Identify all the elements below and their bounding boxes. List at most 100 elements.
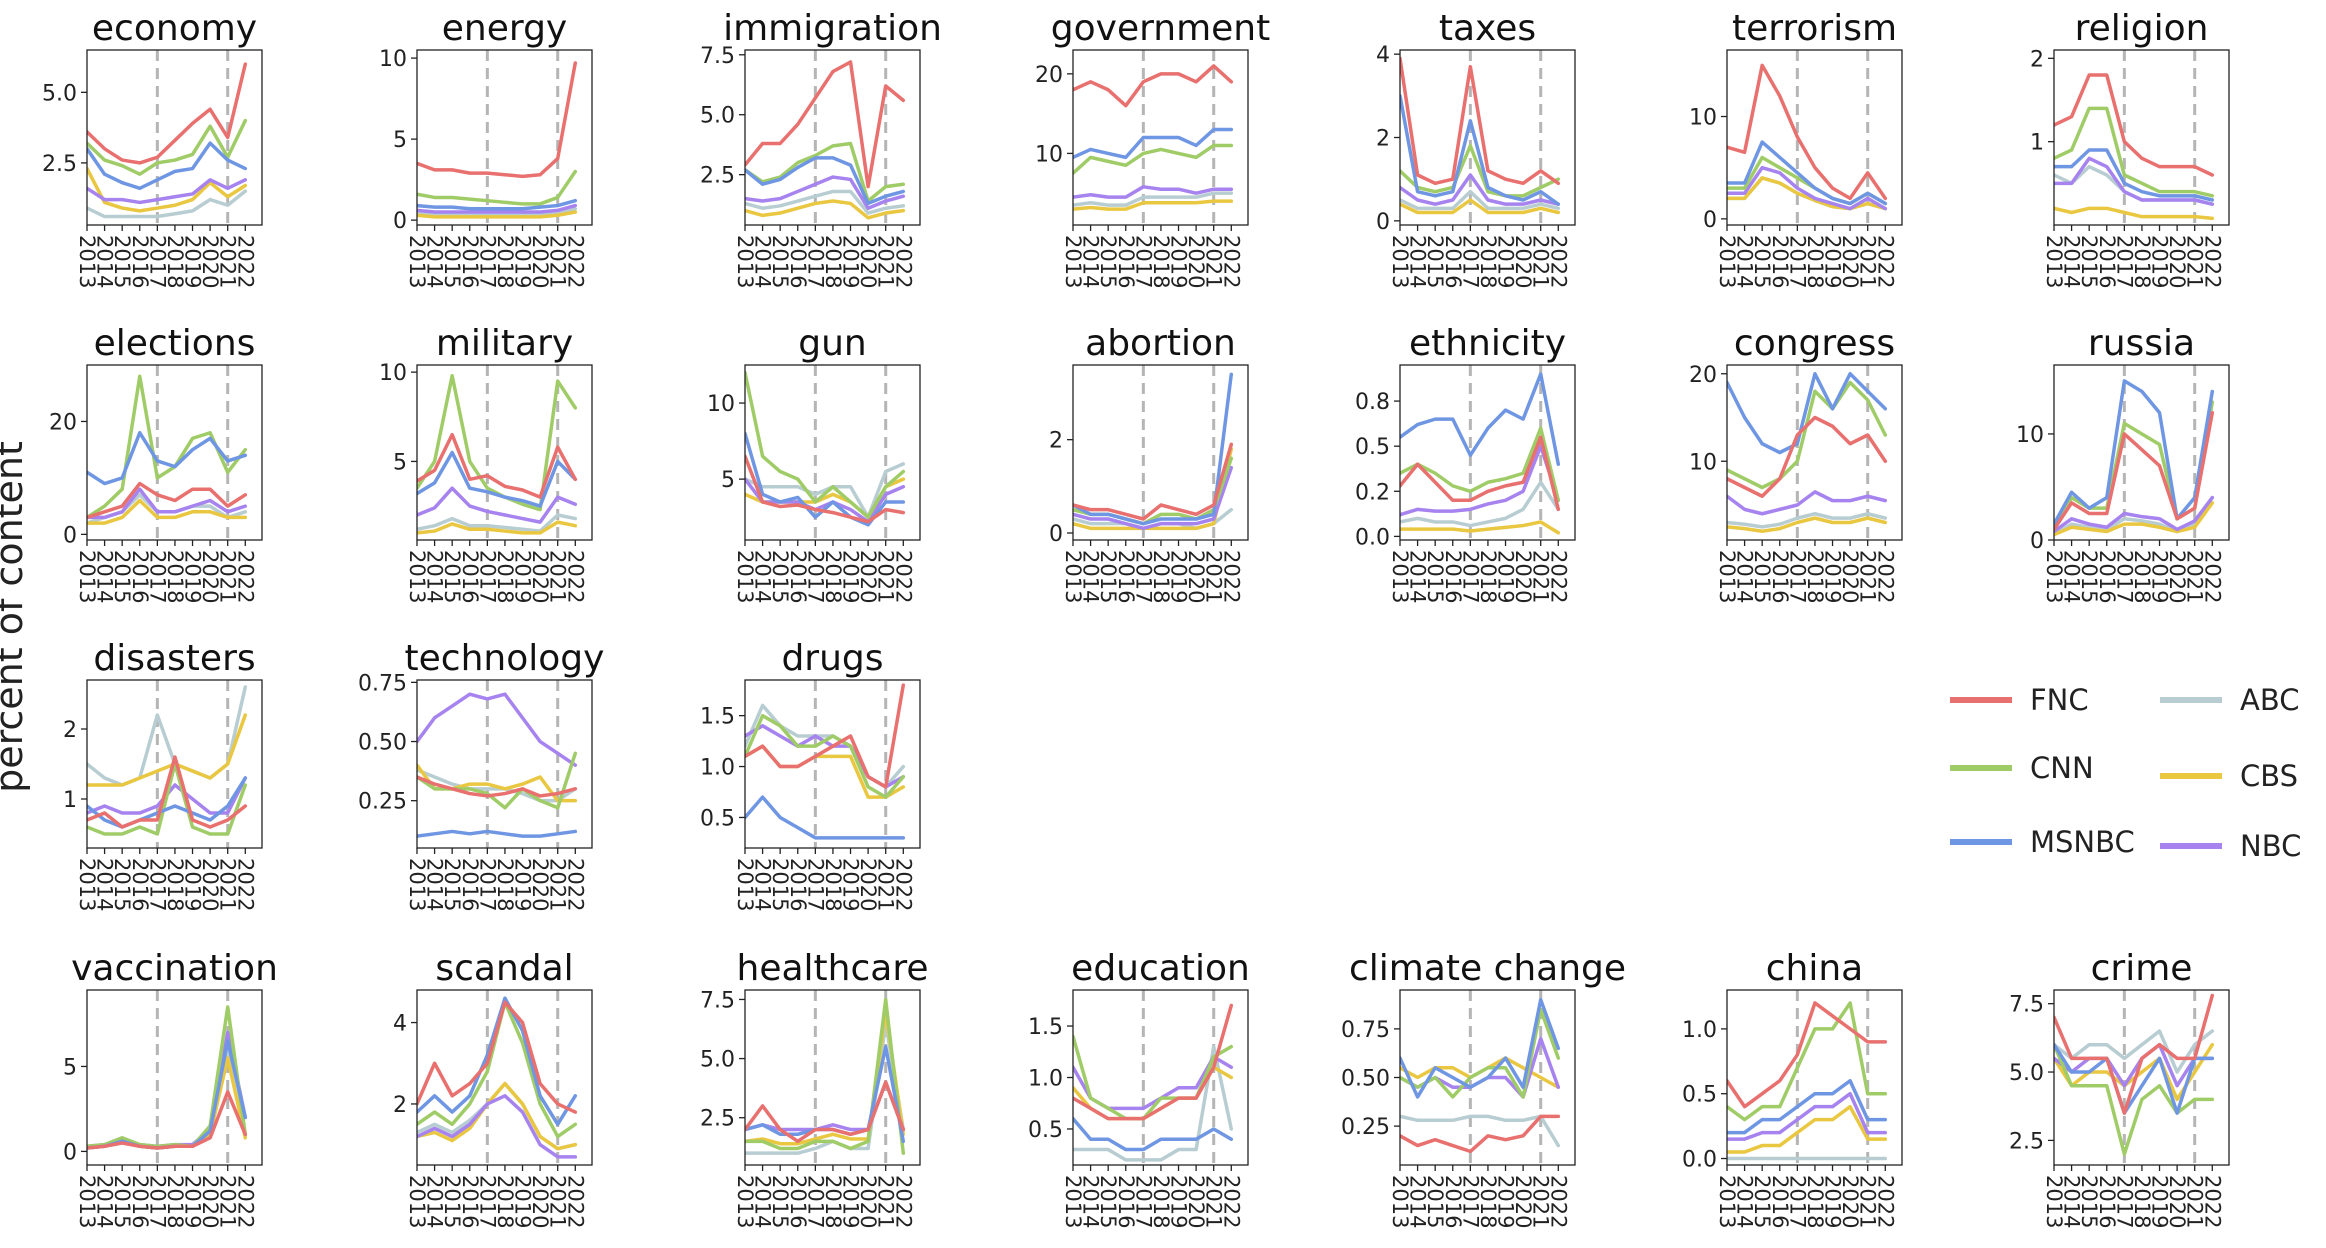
series-line-cnn — [1400, 144, 1561, 198]
x-tick-label: 2016 — [1768, 235, 1792, 288]
x-tick-label: 2015 — [1750, 1175, 1774, 1228]
x-tick-label: 2020 — [856, 235, 880, 288]
y-tick-label: 0 — [1703, 208, 1717, 233]
x-tick-label: 2021 — [546, 235, 570, 288]
panel-title: technology — [405, 638, 605, 679]
series-line-abc — [417, 513, 578, 533]
series-line-cbs — [745, 199, 906, 220]
x-tick-label: 2017 — [145, 858, 169, 911]
x-tick-label: 2022 — [891, 1175, 915, 1228]
y-tick-label: 0.50 — [358, 731, 407, 756]
x-tick-label: 2021 — [874, 550, 898, 603]
x-tick-label: 2022 — [233, 550, 257, 603]
x-tick-label: 2019 — [181, 1175, 205, 1228]
x-tick-label: 2016 — [786, 550, 810, 603]
series-line-fnc — [417, 432, 578, 499]
x-tick-label: 2013 — [1715, 235, 1739, 288]
x-tick-label: 2019 — [511, 858, 535, 911]
x-tick-label: 2015 — [1423, 235, 1447, 288]
series-line-msnbc — [1073, 1116, 1234, 1152]
x-tick-label: 2016 — [128, 235, 152, 288]
legend-label: CBS — [2240, 759, 2298, 793]
x-tick-label: 2019 — [511, 1175, 535, 1228]
x-tick-label: 2016 — [786, 858, 810, 911]
panel-title: drugs — [781, 638, 883, 679]
series-line-msnbc — [745, 795, 906, 840]
x-tick-label: 2016 — [128, 550, 152, 603]
y-tick-label: 0.5 — [1355, 435, 1390, 460]
x-tick-label: 2019 — [1494, 550, 1518, 603]
x-tick-label: 2013 — [1388, 550, 1412, 603]
panel-climate-change: climate change0.250.500.7520132014201520… — [1341, 948, 1626, 1228]
x-tick-label: 2016 — [1114, 235, 1138, 288]
x-tick-label: 2016 — [458, 235, 482, 288]
series-line-cbs — [1400, 520, 1561, 535]
y-tick-label: 2 — [63, 718, 77, 743]
y-tick-label: 4 — [1376, 43, 1390, 68]
panel-title: climate change — [1349, 948, 1626, 989]
y-tick-label: 1.0 — [1028, 1067, 1063, 1092]
series-line-abc — [1073, 1044, 1234, 1162]
y-tick-label: 1.0 — [1682, 1018, 1717, 1043]
panel-title: taxes — [1439, 8, 1536, 49]
x-tick-label: 2014 — [1733, 550, 1757, 603]
y-tick-label: 0.75 — [1341, 1018, 1390, 1043]
series-line-cnn — [745, 141, 906, 203]
y-tick-label: 1 — [63, 788, 77, 813]
x-tick-label: 2015 — [2077, 235, 2101, 288]
y-tick-label: 1.0 — [700, 756, 735, 781]
series-line-cbs — [417, 210, 578, 219]
y-tick-label: 7.5 — [700, 988, 735, 1013]
x-tick-label: 2020 — [198, 550, 222, 603]
series-line-fnc — [417, 775, 578, 798]
panel-drugs: drugs0.51.01.520132014201520162017201820… — [700, 638, 921, 911]
x-tick-label: 2020 — [1511, 550, 1535, 603]
series-line-cbs — [87, 498, 248, 525]
x-tick-label: 2022 — [1873, 235, 1897, 288]
series-line-abc — [745, 189, 906, 215]
x-tick-label: 2019 — [839, 858, 863, 911]
x-tick-label: 2013 — [405, 858, 429, 911]
axes-frame — [416, 679, 593, 849]
x-tick-label: 2019 — [1821, 235, 1845, 288]
x-tick-label: 2013 — [1061, 1175, 1085, 1228]
x-tick-label: 2013 — [75, 235, 99, 288]
series-line-cbs — [2054, 206, 2215, 221]
panel-title: china — [1766, 948, 1864, 989]
series-line-abc — [1400, 480, 1561, 528]
y-tick-label: 0 — [63, 1140, 77, 1165]
x-tick-label: 2021 — [546, 1175, 570, 1228]
x-tick-label: 2015 — [440, 235, 464, 288]
x-tick-label: 2014 — [93, 550, 117, 603]
x-tick-label: 2013 — [405, 235, 429, 288]
x-tick-label: 2018 — [1149, 1175, 1173, 1228]
x-tick-label: 2022 — [1546, 235, 1570, 288]
x-tick-label: 2022 — [563, 858, 587, 911]
series-line-fnc — [1727, 63, 1888, 201]
panel-russia: russia0102013201420152016201720182019202… — [2016, 323, 2230, 603]
panel-vaccination: vaccination 0 5 201320142015201620172018201… — [63, 948, 278, 1228]
x-tick-label: 2021 — [1202, 1175, 1226, 1228]
x-tick-label: 2016 — [1441, 1175, 1465, 1228]
x-tick-label: 2018 — [821, 550, 845, 603]
x-tick-label: 2016 — [2095, 550, 2119, 603]
y-tick-label: 2.5 — [42, 152, 77, 177]
panel-gun: gun5102013201420152016201720182019202020… — [707, 323, 921, 603]
series-line-fnc — [1073, 64, 1234, 108]
x-tick-label: 2019 — [181, 235, 205, 288]
x-tick-label: 2013 — [75, 858, 99, 911]
x-tick-label: 2021 — [874, 235, 898, 288]
x-tick-label: 2022 — [1546, 1175, 1570, 1228]
x-tick-label: 2013 — [1061, 550, 1085, 603]
x-tick-label: 2013 — [733, 1175, 757, 1228]
x-tick-label: 2021 — [1856, 550, 1880, 603]
series-line-abc — [1727, 512, 1888, 529]
series-line-cnn — [87, 762, 248, 836]
series-line-fnc — [87, 62, 248, 165]
panel-title: healthcare — [737, 948, 929, 989]
x-tick-label: 2018 — [821, 1175, 845, 1228]
y-tick-label: 1.5 — [700, 705, 735, 730]
x-tick-label: 2020 — [2165, 235, 2189, 288]
series-line-msnbc — [2054, 1042, 2215, 1115]
panel-title: elections — [94, 323, 256, 364]
